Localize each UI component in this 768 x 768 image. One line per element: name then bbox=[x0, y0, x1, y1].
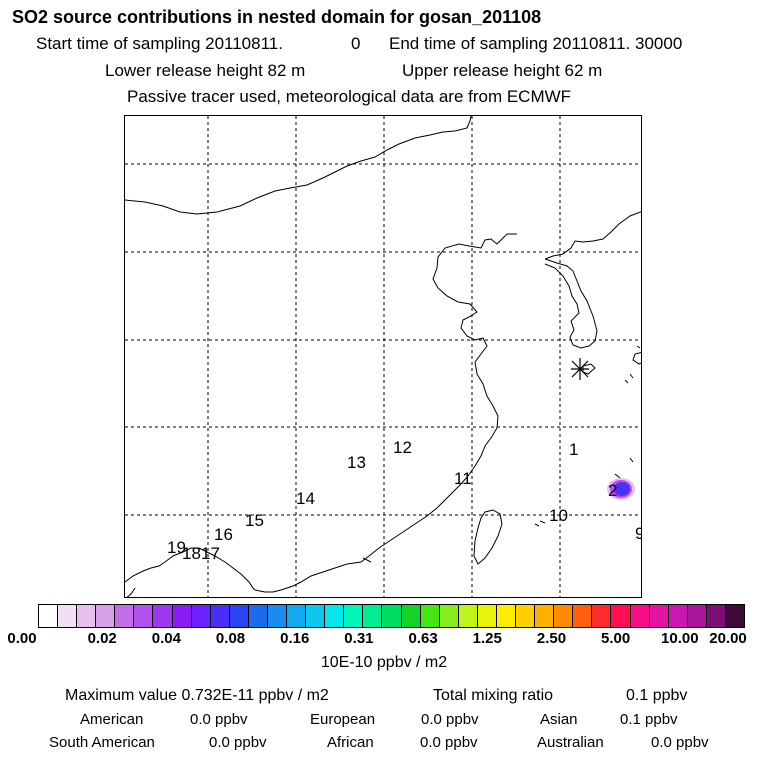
colorbar-swatch bbox=[400, 604, 421, 628]
region-label: 19 bbox=[167, 538, 186, 557]
concentration-plume bbox=[607, 478, 635, 500]
map-canvas: 1 2 9 10 11 12 13 14 15 16 17 18 19 bbox=[125, 116, 642, 597]
colorbar-tick-label: 0.02 bbox=[87, 630, 117, 647]
european-value: 0.0 ppbv bbox=[421, 711, 479, 728]
region-label: 1 bbox=[569, 440, 578, 459]
asian-value: 0.1 ppbv bbox=[620, 711, 678, 728]
upper-release-height: Upper release height 62 m bbox=[402, 61, 603, 80]
colorbar-swatch bbox=[476, 604, 497, 628]
region-label: 14 bbox=[296, 489, 315, 508]
colorbar-swatch bbox=[209, 604, 230, 628]
colorbar-swatch bbox=[534, 604, 555, 628]
region-label: 12 bbox=[393, 438, 412, 457]
australian-label: Australian bbox=[537, 734, 604, 751]
colorbar-swatch bbox=[419, 604, 440, 628]
colorbar-swatch bbox=[247, 604, 268, 628]
colorbar-tick-label: 0.08 bbox=[215, 630, 246, 647]
region-label: 18 bbox=[182, 544, 201, 563]
african-label: African bbox=[327, 734, 374, 751]
region-label: 17 bbox=[201, 544, 220, 563]
colorbar-swatch bbox=[95, 604, 116, 628]
colorbar-tick-label: 0.31 bbox=[344, 630, 374, 647]
colorbar-swatch bbox=[705, 604, 726, 628]
colorbar-swatch bbox=[286, 604, 307, 628]
colorbar-tick-label: 5.00 bbox=[601, 630, 631, 647]
african-value: 0.0 ppbv bbox=[420, 734, 478, 751]
end-time-label: End time of sampling 20110811. 30000 bbox=[389, 34, 683, 53]
colorbar-swatch bbox=[114, 604, 135, 628]
colorbar-swatch bbox=[438, 604, 459, 628]
colorbar-tick-label: 10.00 bbox=[661, 630, 699, 647]
colorbar-unit: 10E-10 ppbv / m2 bbox=[320, 654, 448, 671]
region-label: 10 bbox=[549, 506, 568, 525]
colorbar-swatch bbox=[76, 604, 97, 628]
total-mixing-label: Total mixing ratio bbox=[433, 687, 554, 704]
map-panel: 1 2 9 10 11 12 13 14 15 16 17 18 19 bbox=[124, 115, 642, 598]
colorbar-tick-label: 0.00 bbox=[7, 630, 37, 647]
colorbar-swatch bbox=[305, 604, 326, 628]
colorbar-swatch bbox=[610, 604, 631, 628]
region-labels: 1 2 9 10 11 12 13 14 15 16 17 18 19 bbox=[167, 438, 642, 563]
region-label: 9 bbox=[635, 524, 642, 543]
australian-value: 0.0 ppbv bbox=[651, 734, 709, 751]
colorbar-swatch bbox=[152, 604, 173, 628]
colorbar-swatch bbox=[553, 604, 574, 628]
plot-title: SO2 source contributions in nested domai… bbox=[12, 7, 542, 27]
colorbar-tick-label: 1.25 bbox=[472, 630, 502, 647]
european-label: European bbox=[310, 711, 376, 728]
start-time-hour: 0 bbox=[351, 34, 361, 53]
colorbar-swatch bbox=[724, 604, 745, 628]
colorbar-swatch bbox=[228, 604, 249, 628]
start-time-label: Start time of sampling 20110811. bbox=[36, 34, 283, 53]
colorbar-swatch bbox=[457, 604, 478, 628]
lower-release-height: Lower release height 82 m bbox=[105, 61, 306, 80]
tracer-note: Passive tracer used, meteorological data… bbox=[127, 87, 572, 106]
colorbar-swatch bbox=[324, 604, 345, 628]
region-label: 15 bbox=[245, 511, 264, 530]
colorbar-swatch bbox=[190, 604, 211, 628]
colorbar-tick-label: 0.04 bbox=[151, 630, 181, 647]
south-american-value: 0.0 ppbv bbox=[209, 734, 267, 751]
coastlines bbox=[125, 116, 641, 597]
colorbar-tick-label: 0.63 bbox=[408, 630, 438, 647]
colorbar-swatch bbox=[266, 604, 288, 628]
colorbar-swatch bbox=[495, 604, 517, 628]
colorbar-swatch bbox=[381, 604, 402, 628]
colorbar-swatch bbox=[57, 604, 78, 628]
colorbar-swatch bbox=[686, 604, 707, 628]
colorbar-swatch bbox=[362, 604, 383, 628]
max-value: Maximum value 0.732E-11 ppbv / m2 bbox=[65, 687, 329, 704]
colorbar-swatch bbox=[591, 604, 612, 628]
region-label: 11 bbox=[454, 469, 472, 488]
colorbar-swatch bbox=[171, 604, 192, 628]
colorbar-swatch bbox=[133, 604, 154, 628]
colorbar-tick-label: 2.50 bbox=[536, 630, 567, 647]
south-american-label: South American bbox=[49, 734, 155, 751]
american-value: 0.0 ppbv bbox=[190, 711, 248, 728]
asterisk-marker-icon bbox=[571, 358, 589, 380]
colorbar-swatch bbox=[629, 604, 650, 628]
lat-lon-grid bbox=[125, 116, 641, 597]
asian-label: Asian bbox=[540, 711, 578, 728]
region-label: 2 bbox=[608, 481, 617, 500]
total-mixing-value: 0.1 ppbv bbox=[626, 687, 688, 704]
colorbar-tick-label: 20.00 bbox=[709, 630, 747, 647]
region-label: 13 bbox=[347, 453, 366, 472]
colorbar-swatch bbox=[343, 604, 364, 628]
region-label: 16 bbox=[214, 525, 233, 544]
colorbar-tick-label: 0.16 bbox=[280, 630, 310, 647]
colorbar-swatch bbox=[38, 604, 59, 628]
colorbar-swatch bbox=[667, 604, 688, 628]
colorbar-swatch bbox=[515, 604, 536, 628]
colorbar-swatch bbox=[572, 604, 593, 628]
colorbar-swatch bbox=[648, 604, 669, 628]
american-label: American bbox=[80, 711, 144, 728]
